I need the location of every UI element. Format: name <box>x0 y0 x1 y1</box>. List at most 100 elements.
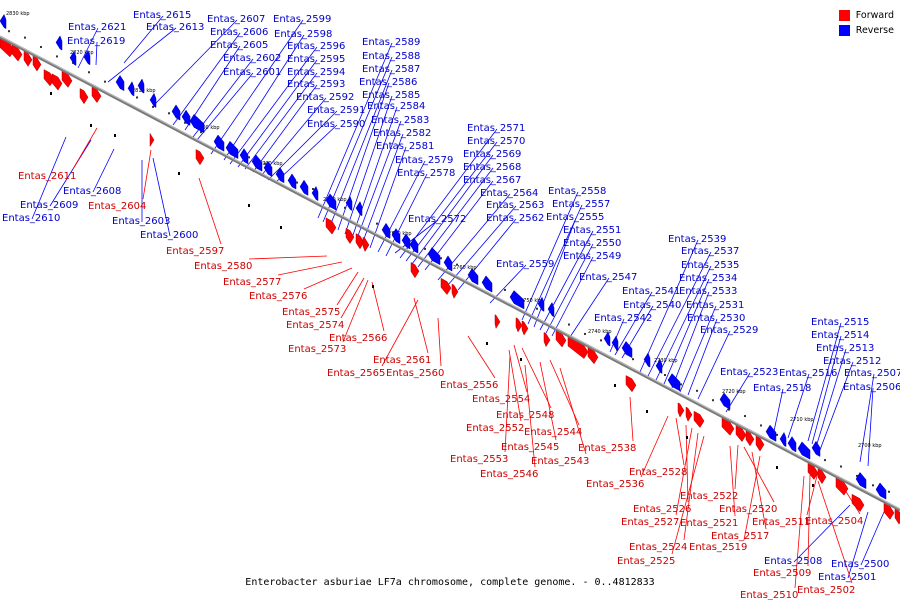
forward-gene-arrow <box>410 262 420 279</box>
forward-gene-arrow <box>325 217 337 235</box>
gene-label-reverse: Entas_2567 <box>463 175 521 186</box>
leader-line <box>806 471 819 516</box>
scale-dot <box>696 389 698 392</box>
forward-gene-arrow <box>451 283 459 299</box>
leader-line <box>237 59 318 168</box>
leader-line <box>559 367 587 455</box>
leader-line <box>867 387 874 467</box>
leader-line <box>773 388 784 432</box>
scale-dot <box>184 121 186 124</box>
gene-label-forward: Entas_2560 <box>386 368 444 379</box>
reverse-gene-arrow <box>311 185 319 202</box>
gene-label-forward: Entas_2502 <box>797 585 855 596</box>
leader-line <box>663 278 710 385</box>
scale-dot <box>760 424 762 427</box>
leader-line <box>539 230 594 331</box>
reverse-gene-arrow <box>401 233 411 250</box>
forward-gene-arrow <box>440 277 452 295</box>
forward-gene-arrow <box>345 227 355 245</box>
scale-dot <box>344 206 346 209</box>
leader-line <box>729 445 736 517</box>
reverse-gene-arrow <box>655 358 663 374</box>
gene-label-reverse: Entas_2506 <box>843 382 900 393</box>
axis-tick-label: 2760 kbp <box>453 265 477 271</box>
scale-dot <box>840 465 842 468</box>
leader-line <box>521 191 579 321</box>
leader-line <box>734 444 739 490</box>
leader-line <box>77 27 99 69</box>
leader-line <box>671 435 705 555</box>
gene-label-forward: Entas_2521 <box>680 518 738 529</box>
feature-mark <box>686 436 688 439</box>
scale-dot <box>312 187 314 190</box>
forward-gene-arrow <box>515 317 523 333</box>
forward-gene-arrow <box>625 375 637 393</box>
scale-dot <box>568 323 570 326</box>
gene-label-reverse: Entas_2615 <box>133 10 191 21</box>
gene-label-reverse: Entas_2609 <box>20 200 78 211</box>
gene-label-reverse: Entas_2547 <box>579 272 637 283</box>
gene-label-reverse: Entas_2600 <box>140 230 198 241</box>
scale-dot <box>632 358 634 361</box>
leader-line <box>640 415 669 478</box>
leader-line <box>274 124 338 184</box>
leader-line <box>457 218 517 291</box>
leader-line <box>72 127 98 170</box>
gene-label-reverse: Entas_2518 <box>753 383 811 394</box>
gene-label-forward: Entas_2526 <box>633 504 691 515</box>
leader-line <box>336 271 359 306</box>
leader-line <box>107 27 177 83</box>
leader-line <box>322 56 393 223</box>
gene-label-reverse: Entas_2579 <box>395 155 453 166</box>
leader-line <box>860 511 885 566</box>
leader-line <box>260 97 327 177</box>
gene-label-forward: Entas_2543 <box>531 456 589 467</box>
axis-tick-label: 2700 kbp <box>858 443 882 449</box>
forward-gene-arrow <box>851 493 865 513</box>
gene-label-reverse: Entas_2513 <box>816 343 874 354</box>
leader-line <box>303 267 353 290</box>
gene-label-reverse: Entas_2582 <box>373 128 431 139</box>
gene-label-forward: Entas_2556 <box>440 380 498 391</box>
gene-label-forward: Entas_2511 <box>752 517 810 528</box>
feature-mark <box>372 285 374 288</box>
reverse-gene-arrow <box>797 441 811 460</box>
gene-label-reverse: Entas_2581 <box>376 141 434 152</box>
gene-label-forward: Entas_2577 <box>223 277 281 288</box>
leader-line <box>49 139 92 207</box>
feature-mark <box>114 134 116 137</box>
leader-line <box>405 141 498 262</box>
axis-tick-label: 2750 kbp <box>520 298 544 304</box>
reverse-gene-arrow <box>765 424 777 442</box>
gene-label-reverse: Entas_2531 <box>686 300 744 311</box>
gene-label-reverse: Entas_2529 <box>700 325 758 336</box>
scale-dot <box>376 222 378 225</box>
reverse-gene-arrow <box>427 247 441 266</box>
legend-item-reverse: Reverse <box>838 23 894 38</box>
forward-swatch-icon <box>838 10 850 21</box>
gene-label-reverse: Entas_2585 <box>362 90 420 101</box>
gene-label-forward: Entas_2527 <box>621 517 679 528</box>
gene-label-forward: Entas_2554 <box>472 394 530 405</box>
leader-line <box>567 277 610 341</box>
scale-dot <box>56 55 58 58</box>
gene-label-reverse: Entas_2535 <box>681 260 739 271</box>
gene-label-forward: Entas_2528 <box>629 467 687 478</box>
gene-label-reverse: Entas_2594 <box>287 67 345 78</box>
gene-label-reverse: Entas_2586 <box>359 77 417 88</box>
scale-dot <box>40 46 42 49</box>
reverse-gene-arrow <box>719 392 731 410</box>
leader-line <box>683 432 699 541</box>
gene-label-forward: Entas_2548 <box>496 410 554 421</box>
scale-dot <box>712 399 714 402</box>
gene-label-forward: Entas_2611 <box>18 171 76 182</box>
scale-dot <box>456 263 458 266</box>
gene-label-reverse: Entas_2601 <box>223 67 281 78</box>
scale-dot <box>584 332 586 335</box>
gene-label-reverse: Entas_2549 <box>563 251 621 262</box>
gene-label-reverse: Entas_2564 <box>480 188 538 199</box>
gene-label-reverse: Entas_2578 <box>397 168 455 179</box>
leader-line <box>815 348 847 448</box>
leader-line <box>743 446 775 503</box>
gene-label-reverse: Entas_2501 <box>818 572 876 583</box>
